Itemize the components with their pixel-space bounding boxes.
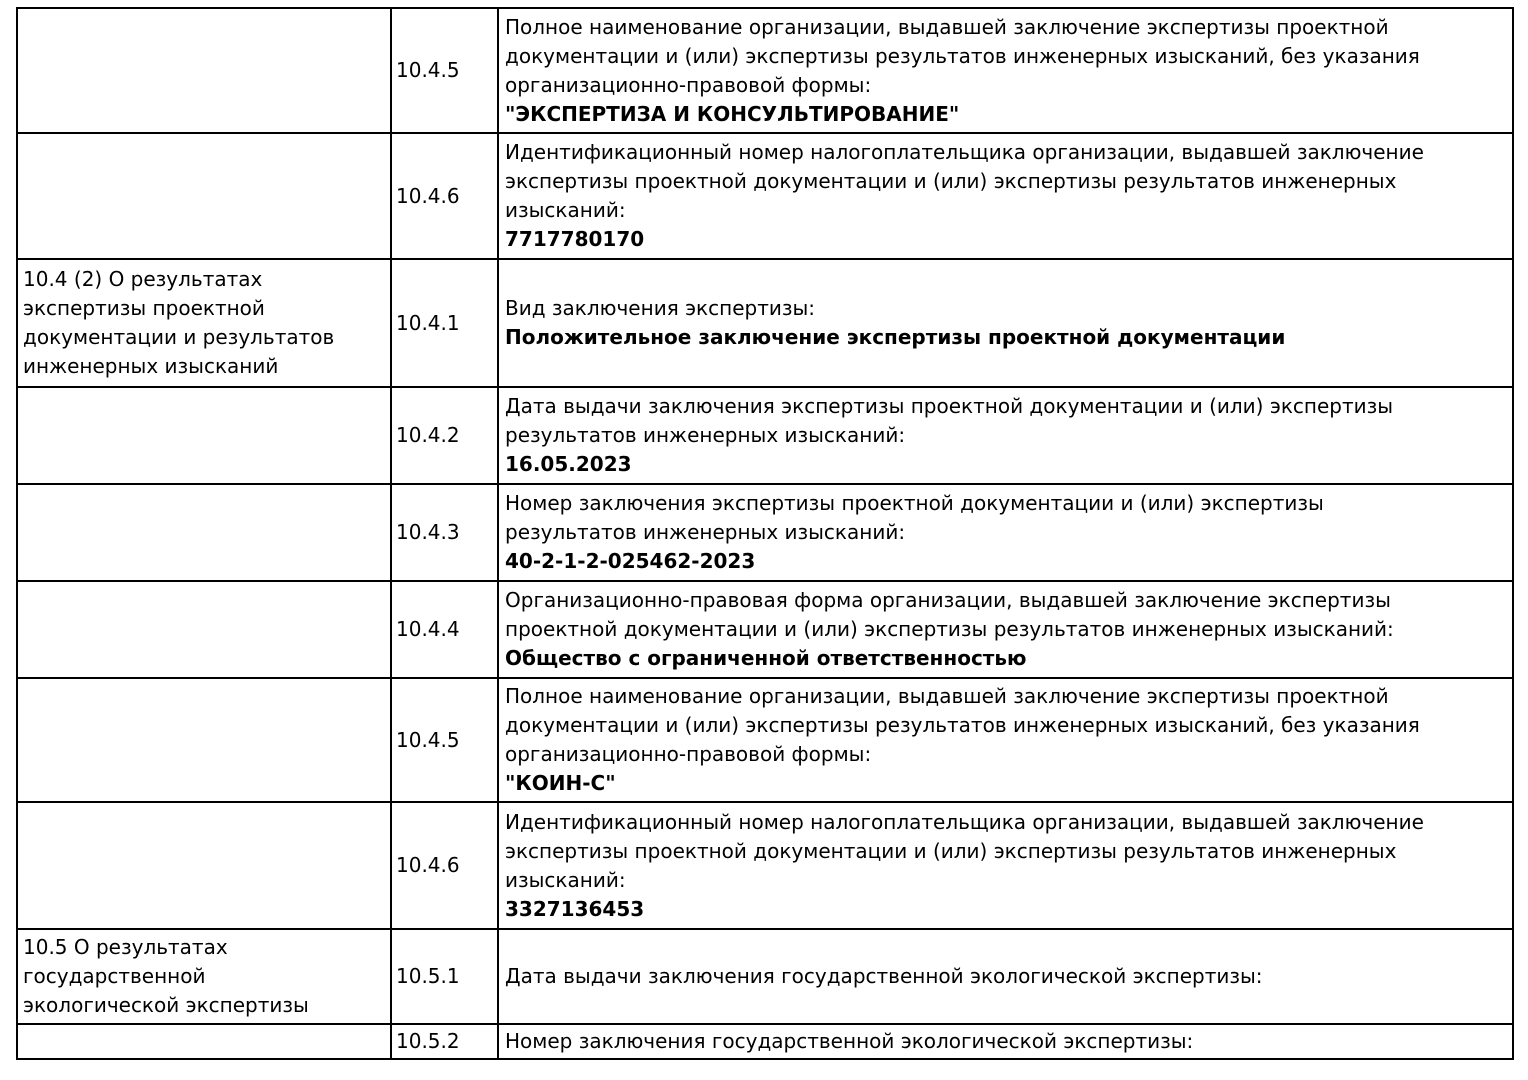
content-cell: Организационно-правовая форма организаци… [497, 580, 1514, 679]
item-number: 10.4.6 [396, 853, 460, 877]
field-value: "ЭКСПЕРТИЗА И КОНСУЛЬТИРОВАНИЕ" [505, 101, 960, 126]
field-label: Номер заключения экспертизы проектной до… [505, 491, 1324, 544]
item-number: 10.4.6 [396, 183, 460, 208]
content-cell: Полное наименование организации, выдавше… [497, 7, 1514, 134]
field-value: Общество с ограниченной ответственностью [505, 646, 1027, 670]
section-cell: 10.5 О результатах государственной эколо… [16, 928, 392, 1025]
item-number-cell: 10.4.4 [390, 580, 499, 679]
section-cell [16, 7, 392, 134]
section-cell [16, 483, 392, 582]
item-number: 10.4.5 [396, 58, 460, 82]
content-cell: Вид заключения экспертизы: Положительное… [497, 258, 1514, 388]
field-value: Положительное заключение экспертизы прое… [505, 325, 1286, 349]
section-cell: 10.4 (2) О результатах экспертизы проект… [16, 258, 392, 388]
table-row: 10.5 О результатах государственной эколо… [16, 928, 1514, 1025]
content-cell: Идентификационный номер налогоплательщик… [497, 132, 1514, 260]
field-label: Дата выдачи заключения государственной э… [505, 964, 1263, 988]
field-value: 7717780170 [505, 227, 645, 251]
item-number: 10.4.4 [396, 617, 460, 641]
item-number-cell: 10.4.5 [390, 677, 499, 803]
item-number: 10.4.5 [396, 727, 460, 752]
declaration-table: 10.4.5 Полное наименование организации, … [16, 7, 1514, 1060]
section-cell [16, 1023, 392, 1060]
field-label: Идентификационный номер налогоплательщик… [505, 140, 1424, 222]
item-number-cell: 10.4.6 [390, 801, 499, 930]
section-cell [16, 132, 392, 260]
table-row: 10.4.6 Идентификационный номер налогопла… [16, 132, 1514, 260]
content-cell: Дата выдачи заключения государственной э… [497, 928, 1514, 1025]
content-cell: Номер заключения государственной экологи… [497, 1023, 1514, 1060]
field-value: 40-2-1-2-025462-2023 [505, 549, 756, 573]
table-row: 10.4.4 Организационно-правовая форма орг… [16, 580, 1514, 679]
section-cell [16, 801, 392, 930]
section-cell [16, 386, 392, 485]
field-label: Дата выдачи заключения экспертизы проект… [505, 394, 1394, 447]
table-row: 10.4.2 Дата выдачи заключения экспертизы… [16, 386, 1514, 485]
table-row: 10.4 (2) О результатах экспертизы проект… [16, 258, 1514, 388]
table-row: 10.4.5 Полное наименование организации, … [16, 7, 1514, 134]
section-label: 10.4 (2) О результатах экспертизы проект… [23, 267, 335, 378]
table-row: 10.4.5 Полное наименование организации, … [16, 677, 1514, 803]
field-value: 16.05.2023 [505, 452, 632, 476]
section-label: 10.5 О результатах государственной эколо… [23, 935, 309, 1017]
item-number-cell: 10.4.2 [390, 386, 499, 485]
field-label: Номер заключения государственной экологи… [505, 1029, 1194, 1053]
content-cell: Дата выдачи заключения экспертизы проект… [497, 386, 1514, 485]
field-value: "КОИН-С" [505, 771, 616, 795]
item-number: 10.4.2 [396, 423, 460, 447]
field-label: Вид заключения экспертизы: [505, 296, 816, 320]
item-number-cell: 10.5.2 [390, 1023, 499, 1060]
item-number: 10.4.1 [396, 310, 460, 335]
item-number-cell: 10.4.6 [390, 132, 499, 260]
field-label: Идентификационный номер налогоплательщик… [505, 809, 1424, 892]
content-cell: Номер заключения экспертизы проектной до… [497, 483, 1514, 582]
content-cell: Идентификационный номер налогоплательщик… [497, 801, 1514, 930]
item-number: 10.5.1 [396, 964, 460, 988]
table-row: 10.5.2 Номер заключения государственной … [16, 1023, 1514, 1060]
table-row: 10.4.3 Номер заключения экспертизы проек… [16, 483, 1514, 582]
item-number: 10.4.3 [396, 520, 460, 544]
field-label: Организационно-правовая форма организаци… [505, 588, 1394, 641]
section-cell [16, 677, 392, 803]
item-number-cell: 10.4.5 [390, 7, 499, 134]
item-number-cell: 10.5.1 [390, 928, 499, 1025]
field-value: 3327136453 [505, 896, 645, 921]
item-number-cell: 10.4.1 [390, 258, 499, 388]
section-cell [16, 580, 392, 679]
field-label: Полное наименование организации, выдавше… [505, 684, 1420, 766]
item-number: 10.5.2 [396, 1029, 460, 1053]
item-number-cell: 10.4.3 [390, 483, 499, 582]
table-row: 10.4.6 Идентификационный номер налогопла… [16, 801, 1514, 930]
field-label: Полное наименование организации, выдавше… [505, 14, 1420, 97]
content-cell: Полное наименование организации, выдавше… [497, 677, 1514, 803]
